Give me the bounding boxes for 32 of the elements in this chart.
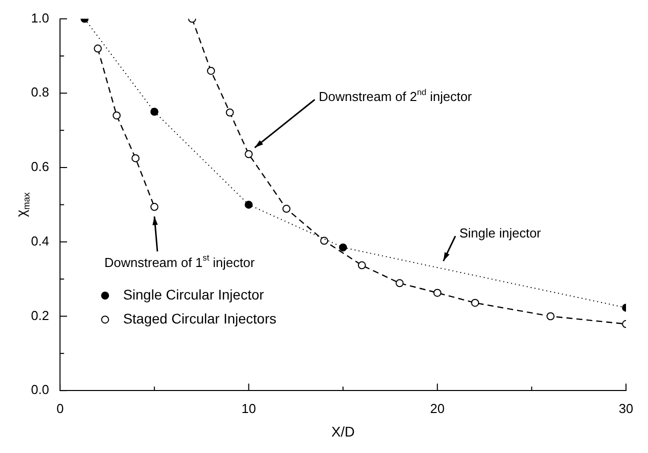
y-tick-label: 0.6	[30, 159, 50, 174]
point	[112, 111, 121, 120]
point	[150, 202, 158, 211]
point	[244, 150, 253, 158]
y-tick-label: 0.0	[30, 382, 50, 398]
point	[94, 44, 102, 53]
x-tick-label: 10	[241, 400, 256, 416]
point	[546, 312, 555, 320]
x-tick-label: 20	[430, 400, 445, 416]
y-tick-label: 0.2	[30, 308, 50, 323]
point	[206, 66, 215, 75]
point	[358, 261, 366, 270]
y-axis-title: χmax	[12, 192, 32, 217]
point	[339, 243, 348, 252]
y-tick-label: 1.0	[30, 10, 50, 26]
legend-label: Staged Circular Injectors	[123, 310, 276, 326]
x-axis-title: X/D	[331, 423, 355, 440]
y-tick-label: 0.8	[30, 84, 50, 100]
point	[433, 288, 442, 297]
point	[320, 236, 328, 245]
x-tick-label: 30	[618, 400, 634, 416]
point	[226, 108, 234, 116]
point	[471, 298, 480, 307]
point	[282, 204, 290, 213]
point	[396, 279, 404, 288]
annotation: Single injector	[459, 226, 542, 241]
y-tick-label: 0.4	[30, 233, 50, 248]
x-tick-label: 0	[56, 400, 64, 416]
legend-label: Single Circular Injector	[123, 286, 264, 302]
point	[244, 200, 253, 209]
point	[150, 108, 158, 116]
point	[132, 154, 140, 162]
